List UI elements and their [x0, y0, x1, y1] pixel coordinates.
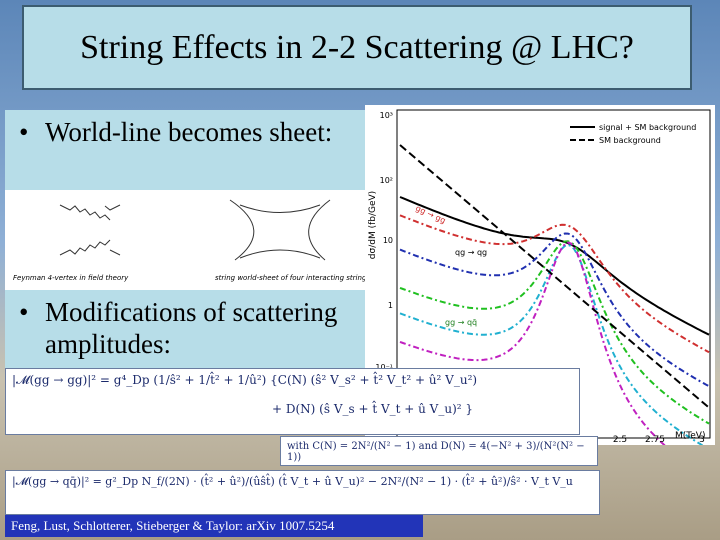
- wavy-line: [59, 204, 111, 221]
- y-tick-label: 10: [383, 236, 393, 245]
- wavy-line: [104, 204, 121, 256]
- wavy-line: [59, 239, 111, 256]
- bullet: • World-line becomes sheet:: [5, 110, 365, 190]
- curve-label: gg → qq̄: [445, 318, 477, 327]
- y-tick-label: 1: [388, 301, 393, 310]
- caption: string world-sheet of four interacting s…: [215, 274, 365, 282]
- axis-title: dσ/dM (fb/GeV): [368, 191, 378, 259]
- curve: [399, 240, 710, 425]
- world-sheet: [229, 199, 331, 261]
- equation-line: + D(N) (ŝ V_s + t̂ V_t + û V_u)² }: [272, 402, 474, 416]
- legend-entry: SM background: [599, 136, 661, 145]
- equation: with C(N) = 2N²/(N² − 1) and D(N) = 4(−N…: [280, 436, 598, 466]
- y-tick-label: 10²: [380, 176, 393, 185]
- x-tick-label: 2.75: [645, 435, 665, 445]
- axis-title: M(TeV): [675, 431, 705, 441]
- x-tick-label: 2.5: [613, 435, 627, 445]
- curve: [399, 232, 710, 388]
- curve-label: qg → qg: [455, 248, 487, 257]
- caption: Feynman 4-vertex in field theory: [13, 274, 129, 282]
- curve: [399, 214, 710, 354]
- citation: Feng, Lust, Schlotterer, Stieberger & Ta…: [5, 515, 423, 537]
- bullet-text: World-line becomes sheet:: [45, 117, 333, 147]
- equation: |𝓜(gg → gg)|² = g⁴_Dp (1/ŝ² + 1/t̂² + 1/…: [5, 368, 580, 435]
- legend-entry: signal + SM background: [599, 123, 696, 132]
- bullet: • Modifications of scattering amplitudes:: [5, 290, 365, 368]
- curve-label: gg → gg: [414, 204, 447, 226]
- equation: |𝓜(gg → qq̄)|² = g²_Dp N_f/(2N) · (t̂² +…: [5, 470, 600, 515]
- curve: [399, 241, 666, 445]
- equation-line: |𝓜(gg → gg)|² = g⁴_Dp (1/ŝ² + 1/t̂² + 1/…: [12, 373, 478, 387]
- y-tick-label: 10³: [380, 111, 393, 120]
- diagram: Feynman 4-vertex in field theory string …: [5, 190, 365, 290]
- bullet-text: Modifications of scattering amplitudes:: [45, 297, 338, 359]
- background-curve: [399, 144, 711, 410]
- y-tick-label: 10⁻¹: [375, 363, 393, 372]
- x-tick-label: 3: [699, 435, 705, 445]
- slide-title: String Effects in 2-2 Scattering @ LHC?: [22, 5, 692, 90]
